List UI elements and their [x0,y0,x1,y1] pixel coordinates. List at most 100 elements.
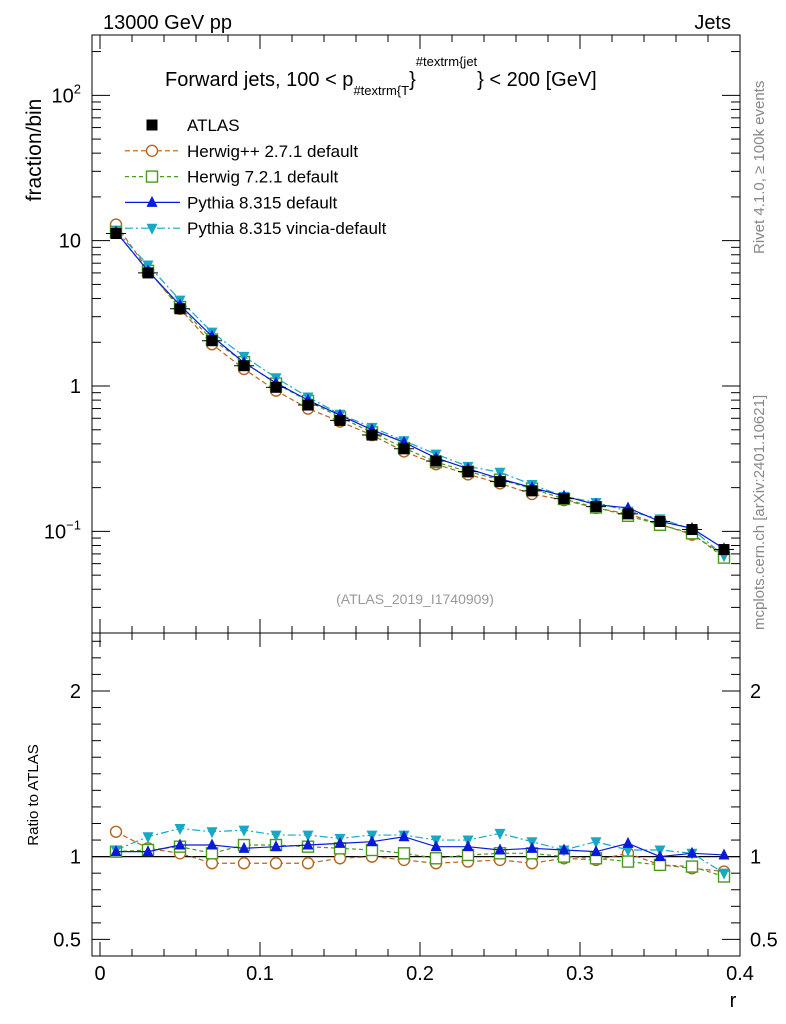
point-atlas [270,381,282,393]
y-tick-label-top: 102 [52,81,81,107]
ratio-point-pythia-8-315-default [238,841,250,853]
title-superscript-brace: } [477,69,484,91]
x-axis-label: r [730,990,737,1012]
title-superscript: #textrm{jet [416,54,478,69]
y-tick-label-bottom: 1 [70,847,81,869]
legend-marker-atlas [146,119,158,131]
chart-title: Forward jets, 100 < p#textrm{T}#textrm{j… [165,54,597,98]
ratio-point-pythia-8-315-default [206,838,218,850]
series-line-herwig-2-7-1-default [115,224,725,556]
ratio-point-pythia-8-315-default [110,845,122,857]
y-axis-label-bottom: Ratio to ATLAS [25,744,42,845]
ratio-point-herwig-7-2-1-default [621,855,635,868]
point-atlas [142,267,154,279]
y-axis-label-top: fraction/bin [23,99,46,202]
point-atlas [302,399,314,411]
ratio-point-pythia-8-315-default [430,840,442,852]
legend-label-pythia-8-315-vincia-default: Pythia 8.315 vincia-default [187,219,387,238]
point-atlas [174,303,186,315]
ratio-point-pythia-8-315-default [398,830,410,842]
series-line-pythia-8-315-default [115,231,725,550]
y-tick-label-top: 10−1 [44,517,81,543]
title-tail: < 200 [GeV] [484,69,597,91]
ratio-point-pythia-8-315-default [494,843,506,855]
x-tick-label: 0.1 [246,963,274,985]
y-tick-label-bottom-right: 2 [750,681,761,703]
analysis-id: (ATLAS_2019_I1740909) [336,591,494,607]
ratio-point-pythia-8-315-default [270,840,282,852]
point-atlas [238,360,250,372]
point-atlas [654,515,666,527]
point-atlas [334,414,346,426]
ratio-point-pythia-8-315-vincia-default [206,827,218,839]
rivet-version-label: Rivet 4.1.0, ≥ 100k events [751,81,768,254]
ratio-point-pythia-8-315-default [718,848,730,860]
x-tick-label: 0 [94,963,105,985]
header-category: Jets [694,12,731,34]
point-atlas [526,485,538,497]
y-tick-label-bottom-right: 0.5 [750,929,778,951]
header-energy: 13000 GeV pp [103,12,232,34]
legend-marker-herwig-7-2-1-default [145,170,159,183]
point-atlas [718,544,730,556]
ratio-point-pythia-8-315-vincia-default [174,823,186,835]
point-atlas [622,508,634,520]
point-atlas [206,335,218,347]
point-atlas [366,429,378,441]
ratio-point-pythia-8-315-default [142,845,154,857]
y-tick-label-top: 10 [59,231,81,253]
ratio-plot-frame [91,632,741,957]
legend-marker-herwig-2-7-1-default [145,144,159,158]
ratio-point-herwig-7-2-1-default [685,860,699,873]
ratio-point-pythia-8-315-default [654,850,666,862]
x-tick-label: 0.3 [566,963,594,985]
y-tick-label-bottom-right: 1 [750,847,761,869]
ratio-point-herwig-7-2-1-default [429,852,443,865]
point-atlas [590,501,602,513]
ratio-line-pythia-8-315-vincia-default [115,827,725,874]
legend-marker-pythia-8-315-default [146,195,158,207]
mcplots-source-label: mcplots.cern.ch [arXiv:2401.10621] [751,395,768,630]
ratio-point-pythia-8-315-default [558,843,570,855]
point-atlas [398,443,410,455]
ratio-point-pythia-8-315-default [334,836,346,848]
ratio-point-pythia-8-315-vincia-default [718,868,730,880]
ratio-point-pythia-8-315-vincia-default [238,825,250,837]
ratio-point-pythia-8-315-vincia-default [302,830,314,842]
ratio-line-pythia-8-315-default [116,836,725,858]
y-tick-label-bottom: 0.5 [53,929,81,951]
x-tick-label: 0.4 [726,963,754,985]
y-tick-label-bottom: 2 [70,681,81,703]
ratio-point-pythia-8-315-default [302,838,314,850]
point-atlas [494,476,506,488]
ratio-point-pythia-8-315-vincia-default [494,828,506,840]
ratio-point-pythia-8-315-default [462,840,474,852]
legend-label-herwig-7-2-1-default: Herwig 7.2.1 default [187,168,338,187]
ratio-point-pythia-8-315-default [526,841,538,853]
ratio-point-pythia-8-315-vincia-default [622,845,634,857]
ratio-point-pythia-8-315-default [590,845,602,857]
ratio-point-herwig-7-2-1-default [397,847,411,860]
ratio-point-herwig-2-7-1-default [301,857,315,870]
ratio-point-pythia-8-315-vincia-default [142,832,154,844]
legend-label-herwig-2-7-1-default: Herwig++ 2.7.1 default [187,142,358,161]
legend-label-atlas: ATLAS [187,116,240,135]
ratio-point-pythia-8-315-vincia-default [590,837,602,849]
point-atlas [686,524,698,536]
title-main: Forward jets, 100 < p [165,69,353,91]
point-atlas [462,466,474,478]
point-atlas [558,493,570,505]
title-subscript-brace: } [409,69,416,91]
legend-marker-pythia-8-315-vincia-default [146,223,158,235]
ratio-point-pythia-8-315-default [622,836,634,848]
ratio-point-herwig-2-7-1-default [237,857,251,870]
ratio-point-herwig-2-7-1-default [109,825,123,838]
x-tick-label: 0.2 [406,963,434,985]
ratio-point-pythia-8-315-default [366,835,378,847]
legend-label-pythia-8-315-default: Pythia 8.315 default [187,193,338,212]
point-atlas [430,455,442,467]
title-subscript: #textrm{T [353,83,409,98]
point-atlas [110,228,122,240]
ratio-point-pythia-8-315-default [174,838,186,850]
